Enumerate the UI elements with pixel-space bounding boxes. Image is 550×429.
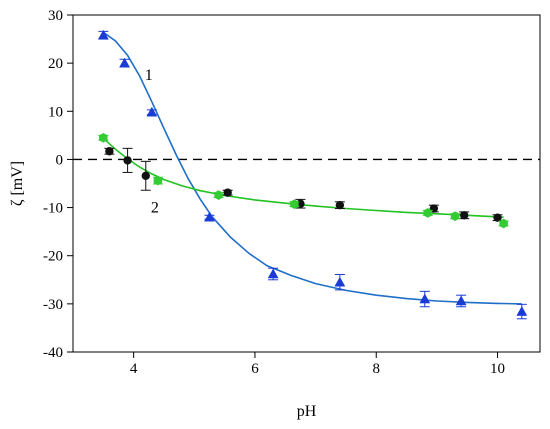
y-tick-label: -20 bbox=[43, 249, 63, 265]
y-tick-label: 10 bbox=[48, 104, 63, 120]
data-point bbox=[499, 218, 508, 229]
data-point bbox=[459, 211, 469, 220]
data-point bbox=[290, 199, 299, 210]
fit-curve-1 bbox=[102, 31, 522, 305]
data-point bbox=[516, 306, 528, 316]
data-point bbox=[423, 208, 433, 218]
data-point bbox=[119, 57, 130, 68]
data-point bbox=[214, 190, 223, 200]
data-point bbox=[105, 147, 114, 156]
y-tick-label: 30 bbox=[48, 8, 63, 24]
data-point bbox=[267, 268, 279, 279]
fit-curves bbox=[102, 31, 522, 305]
x-tick-label: 8 bbox=[372, 361, 380, 377]
axes: 4 6 8 10 -40 -30 -20 -10 0 10 20 30 bbox=[43, 8, 541, 377]
x-tick-label: 10 bbox=[490, 361, 505, 377]
plot-frame bbox=[72, 14, 541, 353]
curve-label-2: 2 bbox=[151, 200, 159, 217]
data-point bbox=[455, 295, 467, 306]
series-1 bbox=[97, 29, 528, 320]
data-point bbox=[146, 106, 158, 117]
data-point bbox=[97, 29, 109, 40]
y-tick-label: 0 bbox=[56, 152, 64, 168]
data-point bbox=[204, 211, 215, 222]
data-point bbox=[223, 188, 232, 197]
data-point bbox=[493, 213, 502, 222]
y-axis-label: ζ [mV] bbox=[9, 161, 26, 206]
y-tick-label: -30 bbox=[43, 297, 63, 313]
data-point bbox=[450, 211, 460, 222]
data-points bbox=[97, 29, 528, 320]
chart-texts: pH ζ [mV] 1 2 bbox=[9, 67, 317, 420]
x-tick-label: 4 bbox=[130, 361, 138, 377]
y-tick-label: -40 bbox=[43, 345, 63, 361]
series-2 bbox=[104, 147, 503, 222]
y-tick-label: 20 bbox=[48, 56, 63, 72]
fit-curve-3 bbox=[102, 137, 504, 218]
data-point bbox=[99, 132, 108, 143]
data-point bbox=[419, 293, 431, 304]
data-point bbox=[153, 175, 163, 186]
y-tick-label: -10 bbox=[43, 201, 63, 217]
data-point bbox=[123, 156, 132, 165]
series-3 bbox=[98, 132, 509, 229]
data-point bbox=[335, 200, 345, 210]
x-axis-label: pH bbox=[297, 403, 317, 420]
curve-label-1: 1 bbox=[145, 67, 153, 84]
data-point bbox=[141, 171, 150, 180]
data-point bbox=[334, 276, 346, 287]
x-tick-label: 6 bbox=[251, 361, 259, 377]
